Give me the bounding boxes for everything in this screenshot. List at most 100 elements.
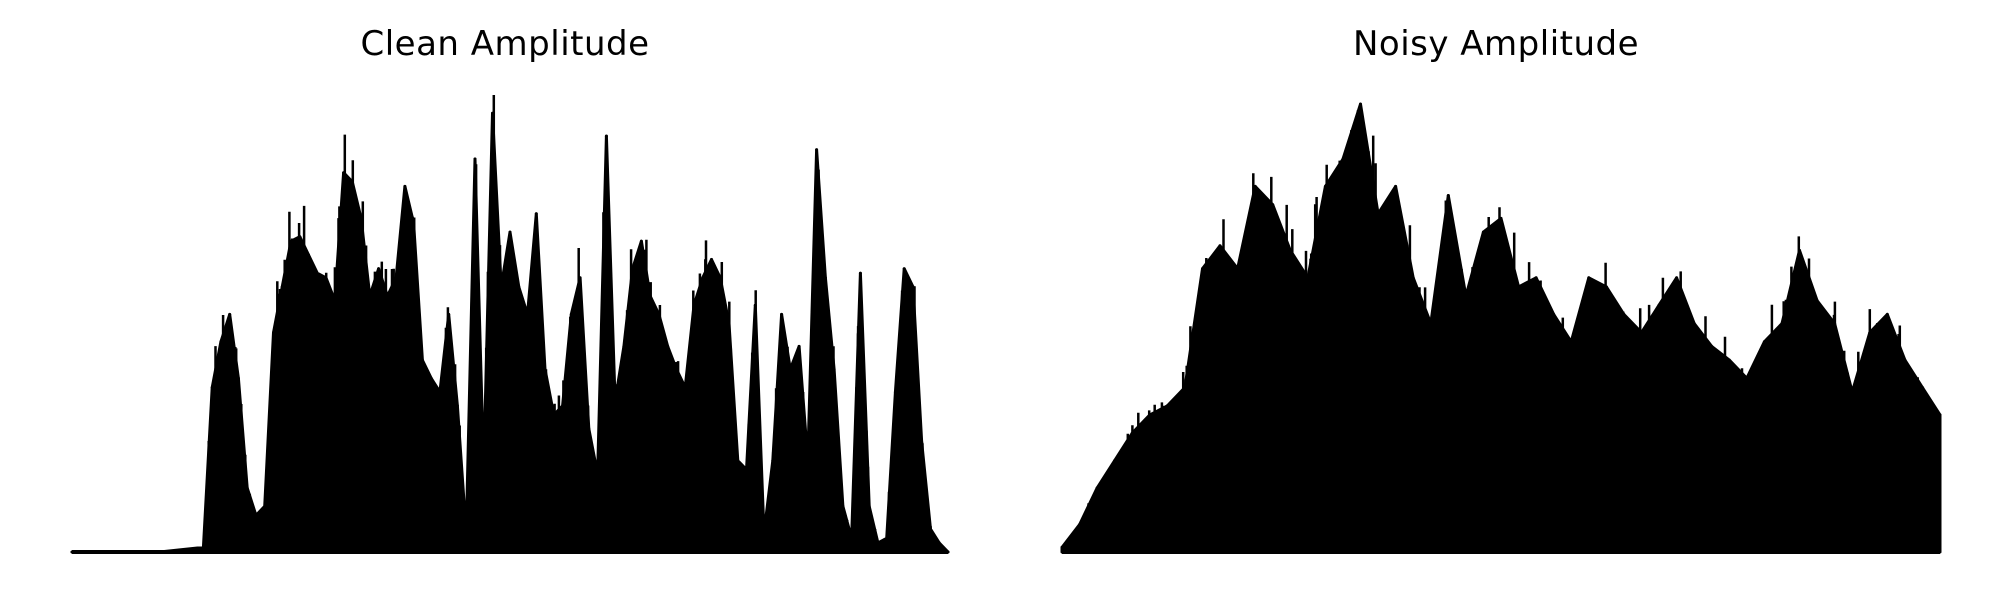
noisy-amplitude-plot (1060, 102, 1942, 554)
amplitude-point (1692, 322, 1696, 325)
amplitude-point (1481, 230, 1485, 234)
amplitude-point (1534, 276, 1538, 280)
amplitude-point (219, 340, 223, 344)
amplitude-point (578, 276, 582, 280)
amplitude-point (920, 440, 924, 444)
amplitude-point (771, 459, 775, 463)
amplitude-point (228, 312, 232, 316)
amplitude-point (245, 486, 249, 490)
amplitude-point (473, 157, 477, 161)
amplitude-point (1499, 216, 1503, 220)
amplitude-point (1323, 184, 1327, 188)
amplitude-point (1587, 276, 1591, 280)
amplitude-point (587, 427, 591, 431)
amplitude-point (298, 235, 302, 239)
amplitude-point (438, 390, 442, 394)
amplitude-point (648, 294, 652, 298)
amplitude-point (1815, 299, 1819, 303)
amplitude-point (596, 472, 600, 476)
amplitude-point (850, 536, 854, 540)
amplitude-point (342, 171, 346, 175)
amplitude-point (368, 294, 372, 298)
amplitude-point (622, 344, 626, 348)
amplitude-point (736, 459, 740, 463)
amplitude-point (683, 386, 687, 389)
amplitude-point (631, 267, 635, 271)
amplitude-point (1622, 312, 1626, 316)
amplitude-point (832, 367, 836, 371)
amplitude-point (403, 184, 407, 188)
amplitude-point (1938, 413, 1942, 417)
amplitude-point (1798, 248, 1801, 252)
amplitude-point (1113, 459, 1117, 463)
amplitude-point (455, 404, 459, 408)
noisy-amplitude-marks (1060, 102, 1942, 554)
amplitude-point (797, 344, 801, 348)
amplitude-point (254, 513, 258, 517)
amplitude-point (1868, 331, 1872, 335)
clean-amplitude-marks (70, 95, 950, 554)
amplitude-point (639, 239, 643, 243)
amplitude-point (841, 504, 845, 508)
amplitude-point (745, 468, 748, 472)
amplitude-point (1376, 212, 1380, 216)
amplitude-point (1411, 276, 1415, 280)
amplitude-point (710, 258, 713, 261)
amplitude-point (534, 212, 538, 216)
amplitude-point (1446, 194, 1450, 197)
noisy-amplitude-title: Noisy Amplitude (1352, 24, 1640, 64)
amplitude-point (753, 303, 757, 307)
amplitude-point (1095, 486, 1099, 490)
clean-amplitude-plot (70, 95, 950, 554)
amplitude-point (1078, 523, 1082, 527)
amplitude-point (315, 271, 319, 275)
amplitude-point (263, 504, 267, 508)
amplitude-point (1359, 102, 1362, 106)
amplitude-point (1236, 267, 1240, 271)
amplitude-point (911, 285, 915, 289)
amplitude-point (902, 267, 906, 271)
amplitude-point (762, 532, 766, 536)
amplitude-point (70, 550, 74, 554)
amplitude-point (1640, 331, 1643, 335)
amplitude-point (236, 376, 240, 380)
amplitude-point (701, 276, 705, 280)
amplitude-point (1552, 312, 1556, 316)
amplitude-point (929, 527, 932, 531)
amplitude-point (1288, 248, 1292, 252)
amplitude-point (1657, 303, 1661, 307)
amplitude-point (1306, 276, 1310, 280)
amplitude-point (788, 367, 792, 371)
amplitude-point (885, 536, 889, 540)
amplitude-point (210, 386, 214, 389)
amplitude-point (1710, 344, 1714, 348)
amplitude-point (482, 468, 486, 472)
noisy-amplitude-panel: Noisy Amplitude (1000, 0, 2000, 600)
amplitude-point (604, 134, 608, 138)
amplitude-point (1429, 322, 1433, 325)
amplitude-point (937, 541, 941, 545)
amplitude-point (280, 285, 284, 289)
amplitude-point (1604, 285, 1608, 289)
amplitude-point (893, 390, 897, 394)
amplitude-point (1517, 285, 1521, 289)
amplitude-point (333, 299, 337, 303)
amplitude-point (158, 550, 162, 554)
amplitude-point (1253, 184, 1257, 188)
amplitude-point (1148, 413, 1152, 417)
amplitude-point (674, 367, 678, 371)
amplitude-point (394, 276, 398, 280)
amplitude-point (858, 271, 862, 275)
amplitude-point (780, 312, 784, 316)
amplitude-point (307, 253, 310, 257)
amplitude-point (569, 312, 573, 316)
amplitude-point (718, 276, 722, 280)
amplitude-point (1130, 431, 1134, 435)
amplitude-point (526, 312, 529, 316)
amplitude-point (946, 550, 950, 554)
amplitude-point (1833, 322, 1837, 325)
amplitude-point (867, 504, 871, 508)
amplitude-point (420, 358, 424, 362)
amplitude-point (508, 230, 512, 234)
